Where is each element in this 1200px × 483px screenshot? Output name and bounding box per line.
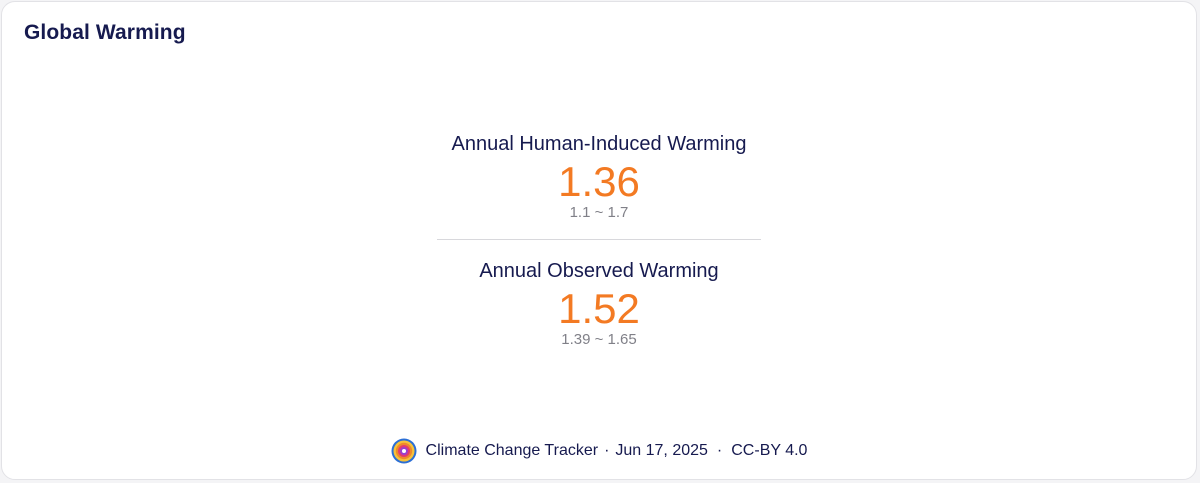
metric-divider (437, 239, 761, 240)
metrics-panel: Annual Human-Induced Warming 1.36 1.1 ~ … (2, 130, 1196, 350)
separator: · (716, 442, 723, 459)
license-link[interactable]: CC-BY 4.0 (731, 442, 808, 459)
metric-range: 1.39 ~ 1.65 (561, 331, 637, 348)
metric-value: 1.52 (558, 285, 640, 332)
attribution-footer: Climate Change Tracker · Jun 17, 2025 · … (2, 438, 1196, 464)
metric-human-induced-warming: Annual Human-Induced Warming 1.36 1.1 ~ … (437, 130, 761, 223)
metric-observed-warming: Annual Observed Warming 1.52 1.39 ~ 1.65 (437, 257, 761, 350)
metric-range: 1.1 ~ 1.7 (569, 204, 629, 221)
card-title: Global Warming (24, 21, 186, 44)
metric-label: Annual Observed Warming (479, 260, 719, 282)
source-link[interactable]: Climate Change Tracker (425, 442, 599, 459)
metric-value: 1.36 (558, 158, 640, 205)
separator: · (604, 442, 610, 459)
metric-label: Annual Human-Induced Warming (451, 133, 747, 155)
climate-change-tracker-logo-icon[interactable] (391, 438, 417, 464)
publish-date: Jun 17, 2025 (615, 442, 708, 459)
